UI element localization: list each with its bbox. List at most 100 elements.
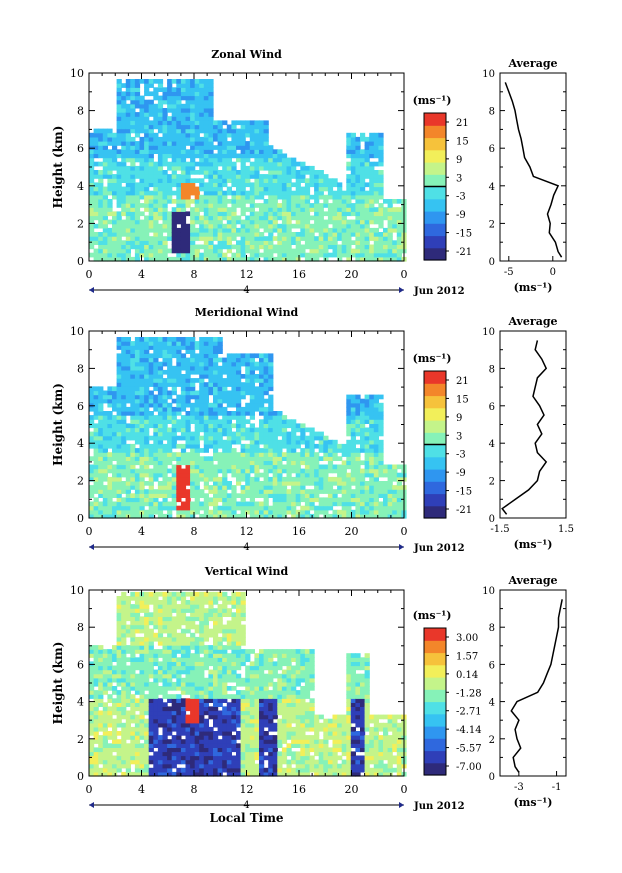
- heatmap-cell: [300, 460, 306, 466]
- heatmap-cell: [337, 489, 343, 494]
- heatmap-cell: [314, 505, 320, 511]
- heatmap-cell: [112, 649, 118, 654]
- heatmap-cell: [245, 178, 251, 183]
- heatmap-cell: [300, 236, 306, 241]
- heatmap-cell: [148, 755, 154, 761]
- heatmap-cell: [89, 174, 95, 179]
- heatmap-cell: [116, 244, 122, 250]
- heatmap-cell: [208, 149, 214, 154]
- heatmap-cell: [291, 476, 297, 482]
- heatmap-cell: [134, 435, 141, 441]
- heatmap-cell: [176, 161, 182, 167]
- heatmap-cell: [272, 485, 278, 490]
- heatmap-cell: [194, 402, 200, 408]
- heatmap-cell: [249, 369, 255, 375]
- heatmap-cell: [190, 337, 196, 342]
- heatmap-cell: [396, 219, 402, 225]
- heatmap-cell: [89, 710, 95, 716]
- heatmap-cell: [240, 406, 246, 412]
- heatmap-cell: [272, 435, 278, 441]
- heatmap-cell: [148, 735, 154, 740]
- heatmap-cell: [346, 509, 352, 515]
- heatmap-cell: [139, 690, 145, 695]
- heatmap-cell: [360, 211, 366, 217]
- heatmap-cell: [222, 369, 228, 375]
- heatmap-cell: [107, 751, 113, 757]
- heatmap-cell: [125, 735, 131, 740]
- heatmap-cell: [130, 240, 136, 245]
- heatmap-cell: [144, 681, 150, 687]
- heatmap-cell: [203, 252, 209, 258]
- heatmap-cell: [134, 743, 141, 748]
- heatmap-cell: [98, 402, 104, 408]
- heatmap-cell: [249, 207, 255, 212]
- heatmap-cell: [263, 369, 269, 375]
- heatmap-cell: [231, 178, 237, 183]
- heatmap-cell: [162, 476, 168, 482]
- heatmap-cell: [167, 382, 173, 387]
- heatmap-cell: [162, 194, 168, 200]
- heatmap-cell: [263, 365, 269, 371]
- heatmap-cell: [277, 232, 283, 237]
- heatmap-cell: [222, 153, 228, 159]
- heatmap-cell: [208, 207, 214, 212]
- heatmap-cell: [180, 190, 187, 196]
- heatmap-cell: [360, 207, 366, 212]
- heatmap-cell: [314, 194, 320, 200]
- heatmap-cell: [355, 182, 361, 188]
- heatmap-cell: [249, 402, 255, 408]
- heatmap-cell: [327, 452, 334, 457]
- heatmap-cell: [171, 174, 177, 179]
- heatmap-cell: [139, 476, 145, 482]
- heatmap-cell: [236, 369, 242, 375]
- heatmap-cell: [112, 398, 118, 404]
- heatmap-cell: [148, 337, 154, 342]
- heatmap-cell: [153, 452, 159, 457]
- heatmap-cell: [185, 252, 191, 258]
- heatmap-cell: [167, 236, 173, 241]
- heatmap-cell: [180, 132, 187, 138]
- heatmap-cell: [217, 468, 223, 474]
- heatmap-cell: [254, 170, 260, 175]
- heatmap-cell: [378, 174, 384, 179]
- heatmap-cell: [139, 136, 145, 142]
- heatmap-cell: [157, 411, 164, 416]
- heatmap-cell: [263, 493, 269, 498]
- heatmap-cell: [194, 345, 200, 350]
- heatmap-cell: [369, 232, 375, 237]
- heatmap-cell: [217, 435, 223, 441]
- heatmap-cell: [130, 227, 136, 233]
- heatmap-cell: [369, 236, 375, 241]
- heatmap-cell: [98, 771, 104, 777]
- heatmap-cell: [134, 99, 141, 105]
- heatmap-cell: [153, 636, 159, 642]
- heatmap-cell: [281, 415, 288, 420]
- heatmap-cell: [102, 747, 108, 753]
- heatmap-cell: [222, 223, 228, 229]
- heatmap-cell: [116, 665, 122, 671]
- heatmap-cell: [153, 136, 159, 142]
- heatmap-cell: [281, 153, 288, 159]
- heatmap-cell: [130, 256, 136, 262]
- heatmap-cell: [112, 423, 118, 429]
- heatmap-cell: [125, 600, 131, 605]
- heatmap-cell: [286, 456, 292, 461]
- heatmap-cell: [396, 464, 402, 470]
- heatmap-cell: [236, 427, 242, 433]
- heatmap-cell: [369, 170, 375, 175]
- heatmap-cell: [194, 149, 200, 154]
- heatmap-cell: [112, 722, 118, 728]
- heatmap-cell: [327, 252, 334, 258]
- heatmap-cell: [144, 83, 150, 88]
- heatmap-cell: [180, 165, 187, 171]
- heatmap-cell: [153, 771, 159, 777]
- heatmap-cell: [93, 755, 99, 761]
- heatmap-cell: [254, 513, 260, 519]
- heatmap-cell: [199, 419, 205, 424]
- heatmap-cell: [148, 612, 154, 617]
- heatmap-cell: [203, 423, 209, 429]
- heatmap-cell: [355, 476, 361, 482]
- heatmap-cell: [254, 120, 260, 126]
- heatmap-cell: [350, 182, 356, 188]
- heatmap-cell: [98, 722, 104, 728]
